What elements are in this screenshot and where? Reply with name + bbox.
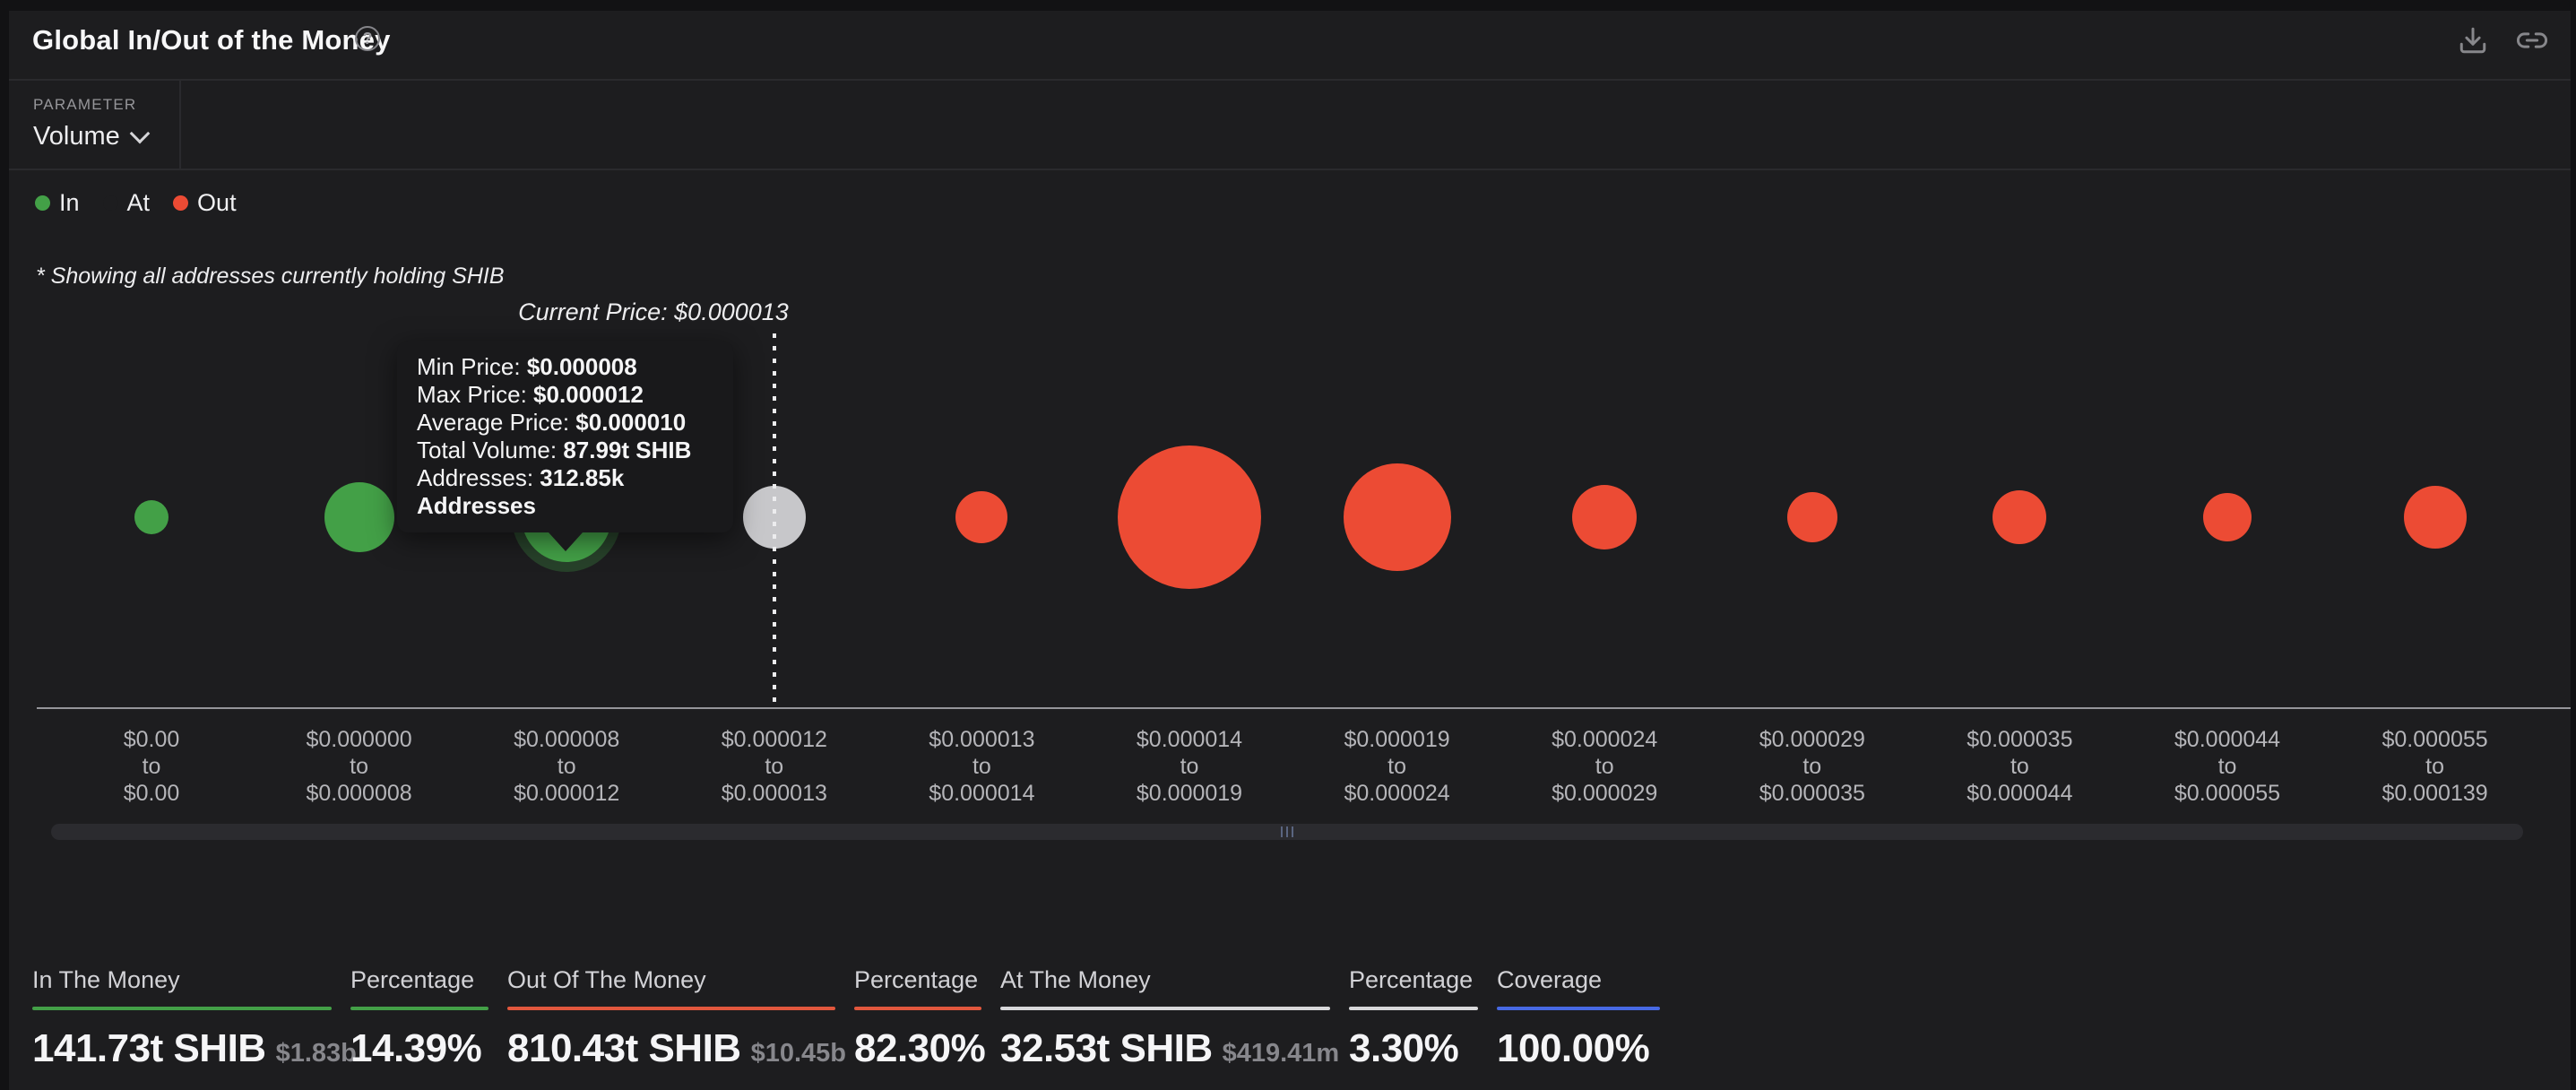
axis-bucket-label-9: $0.000035 to $0.000044 xyxy=(1967,727,2073,806)
axis-bucket-label-8: $0.000029 to $0.000035 xyxy=(1759,727,1865,806)
axis-bucket-label-1: $0.000000 to $0.000008 xyxy=(306,727,412,806)
axis-bucket-label-2: $0.000008 to $0.000012 xyxy=(514,727,620,806)
stat-in-the-money: In The Money 141.73t SHIB $1.83b xyxy=(32,966,357,1071)
tooltip-addresses: Addresses: 312.85k Addresses xyxy=(417,464,625,519)
help-glyph: ? xyxy=(362,29,373,48)
link-icon xyxy=(2517,32,2547,48)
bubble-out-9[interactable] xyxy=(1993,490,2047,544)
stat-underline xyxy=(1497,1007,1660,1010)
stat-underline xyxy=(854,1007,981,1010)
stat-value: 141.73t SHIB xyxy=(32,1026,266,1070)
in-out-money-widget: Global In/Out of the Money ? PARAMETER V… xyxy=(9,11,2571,1090)
summary-stats: In The Money 141.73t SHIB $1.83b Percenta… xyxy=(32,966,1660,1071)
header-actions xyxy=(2458,25,2547,56)
axis-bucket-label-11: $0.000055 to $0.000139 xyxy=(2382,727,2488,806)
share-link-button[interactable] xyxy=(2517,25,2547,56)
axis-bucket-label-10: $0.000044 to $0.000055 xyxy=(2174,727,2281,806)
stat-label: In The Money xyxy=(32,966,180,993)
download-icon xyxy=(2459,27,2486,54)
stat-label: Percentage xyxy=(1349,966,1474,993)
stat-underline xyxy=(1000,1007,1330,1010)
stat-subvalue: $10.45b xyxy=(750,1039,846,1068)
bubble-out-11[interactable] xyxy=(2403,486,2467,549)
tooltip-average-price: Average Price: $0.000010 xyxy=(417,409,687,436)
x-axis-line xyxy=(37,707,2571,709)
legend-label-in: In xyxy=(59,189,80,216)
axis-bucket-label-5: $0.000014 to $0.000019 xyxy=(1136,727,1243,806)
bubble-in-0[interactable] xyxy=(134,500,169,534)
axis-bucket-label-4: $0.000013 to $0.000014 xyxy=(929,727,1035,806)
at-dot-icon xyxy=(102,195,118,211)
bubble-out-8[interactable] xyxy=(1786,492,1837,542)
divider xyxy=(9,169,2571,170)
out-dot-icon xyxy=(173,195,189,211)
stat-underline xyxy=(32,1007,332,1010)
parameter-dropdown[interactable]: Volume xyxy=(33,122,151,151)
page-title: Global In/Out of the Money xyxy=(32,24,391,56)
stat-value: 14.39% xyxy=(350,1026,482,1070)
tooltip-total-volume: Total Volume: 87.99t SHIB xyxy=(417,437,692,463)
stat-label: At The Money xyxy=(1000,966,1151,993)
bubble-in-1[interactable] xyxy=(324,482,394,552)
legend-item-at[interactable]: At xyxy=(102,189,151,217)
help-icon[interactable]: ? xyxy=(355,26,380,51)
stat-underline xyxy=(350,1007,488,1010)
legend-item-in[interactable]: In xyxy=(35,189,80,217)
chevron-down-icon xyxy=(129,123,151,144)
stat-coverage: Coverage 100.00% xyxy=(1497,966,1660,1071)
legend-item-out[interactable]: Out xyxy=(173,189,237,217)
bubble-out-10[interactable] xyxy=(2203,493,2252,541)
in-dot-icon xyxy=(35,195,50,211)
bubble-out-4[interactable] xyxy=(955,491,1008,543)
stat-subvalue: $419.41m xyxy=(1222,1039,1340,1068)
chart-zoom-scrollbar[interactable] xyxy=(51,824,2523,840)
axis-bucket-label-3: $0.000012 to $0.000013 xyxy=(721,727,827,806)
current-price-line xyxy=(772,333,776,707)
bubble-out-7[interactable] xyxy=(1572,485,1638,549)
stat-out-of-the-money: Out Of The Money 810.43t SHIB $10.45b xyxy=(507,966,846,1071)
legend-label-at: At xyxy=(126,189,151,216)
stat-out-percentage: Percentage 82.30% xyxy=(854,966,986,1071)
stat-label: Out Of The Money xyxy=(507,966,706,993)
widget-header: Global In/Out of the Money ? xyxy=(9,11,2571,81)
chart-legend: In At Out xyxy=(35,189,237,217)
parameter-label: PARAMETER xyxy=(33,96,137,113)
stat-value: 810.43t SHIB xyxy=(507,1026,741,1070)
bubble-out-6[interactable] xyxy=(1343,463,1451,571)
axis-bucket-label-0: $0.00 to $0.00 xyxy=(123,727,180,806)
stat-underline xyxy=(1349,1007,1478,1010)
stat-value: 32.53t SHIB xyxy=(1000,1026,1213,1070)
tooltip-max-price: Max Price: $0.000012 xyxy=(417,381,644,408)
stat-subvalue: $1.83b xyxy=(275,1039,357,1068)
current-price-label: Current Price: $0.000013 xyxy=(518,298,789,325)
legend-label-out: Out xyxy=(197,189,237,216)
stat-label: Percentage xyxy=(854,966,979,993)
scrollbar-grip-icon[interactable] xyxy=(1281,826,1293,837)
stat-value: 82.30% xyxy=(854,1026,986,1070)
bubble-out-5[interactable] xyxy=(1118,446,1261,589)
tooltip-min-price: Min Price: $0.000008 xyxy=(417,353,637,380)
bucket-tooltip: Min Price: $0.000008 Max Price: $0.00001… xyxy=(397,341,733,551)
stat-label: Percentage xyxy=(350,966,475,993)
axis-bucket-label-6: $0.000019 to $0.000024 xyxy=(1344,727,1450,806)
stat-in-percentage: Percentage 14.39% xyxy=(350,966,488,1071)
stat-at-the-money: At The Money 32.53t SHIB $419.41m xyxy=(1000,966,1339,1071)
stat-label: Coverage xyxy=(1497,966,1603,993)
divider xyxy=(179,81,181,169)
download-button[interactable] xyxy=(2458,25,2488,56)
axis-bucket-label-7: $0.000024 to $0.000029 xyxy=(1552,727,1658,806)
holding-note: * Showing all addresses currently holdin… xyxy=(36,264,505,289)
stat-underline xyxy=(507,1007,835,1010)
stat-value: 3.30% xyxy=(1349,1026,1459,1070)
stat-value: 100.00% xyxy=(1497,1026,1650,1070)
parameter-value: Volume xyxy=(33,122,120,151)
stat-at-percentage: Percentage 3.30% xyxy=(1349,966,1478,1071)
